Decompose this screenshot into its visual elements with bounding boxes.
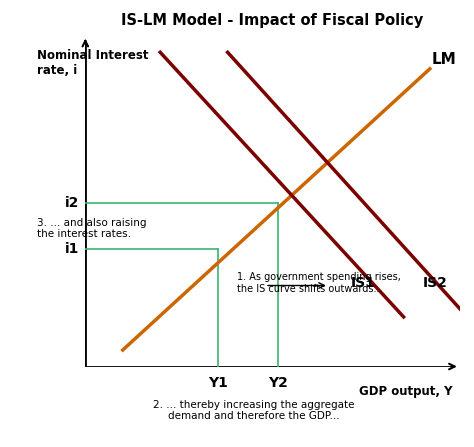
Text: Y2: Y2	[268, 376, 288, 391]
Text: 2. ... thereby increasing the aggregate
demand and therefore the GDP...: 2. ... thereby increasing the aggregate …	[153, 400, 355, 421]
Text: 3. ... and also raising
the interest rates.: 3. ... and also raising the interest rat…	[36, 218, 146, 239]
Text: LM: LM	[432, 52, 456, 67]
Text: GDP output, Y: GDP output, Y	[359, 385, 452, 398]
Text: i1: i1	[65, 242, 80, 256]
Title: IS-LM Model - Impact of Fiscal Policy: IS-LM Model - Impact of Fiscal Policy	[121, 13, 424, 28]
Text: Y1: Y1	[208, 376, 228, 391]
Text: IS1: IS1	[351, 276, 376, 290]
Text: Nominal Interest
rate, i: Nominal Interest rate, i	[36, 49, 148, 77]
Text: 1. As government spending rises,
the IS curve shifts outwards...: 1. As government spending rises, the IS …	[237, 272, 401, 294]
Text: i2: i2	[65, 196, 80, 210]
Text: IS2: IS2	[422, 276, 447, 290]
